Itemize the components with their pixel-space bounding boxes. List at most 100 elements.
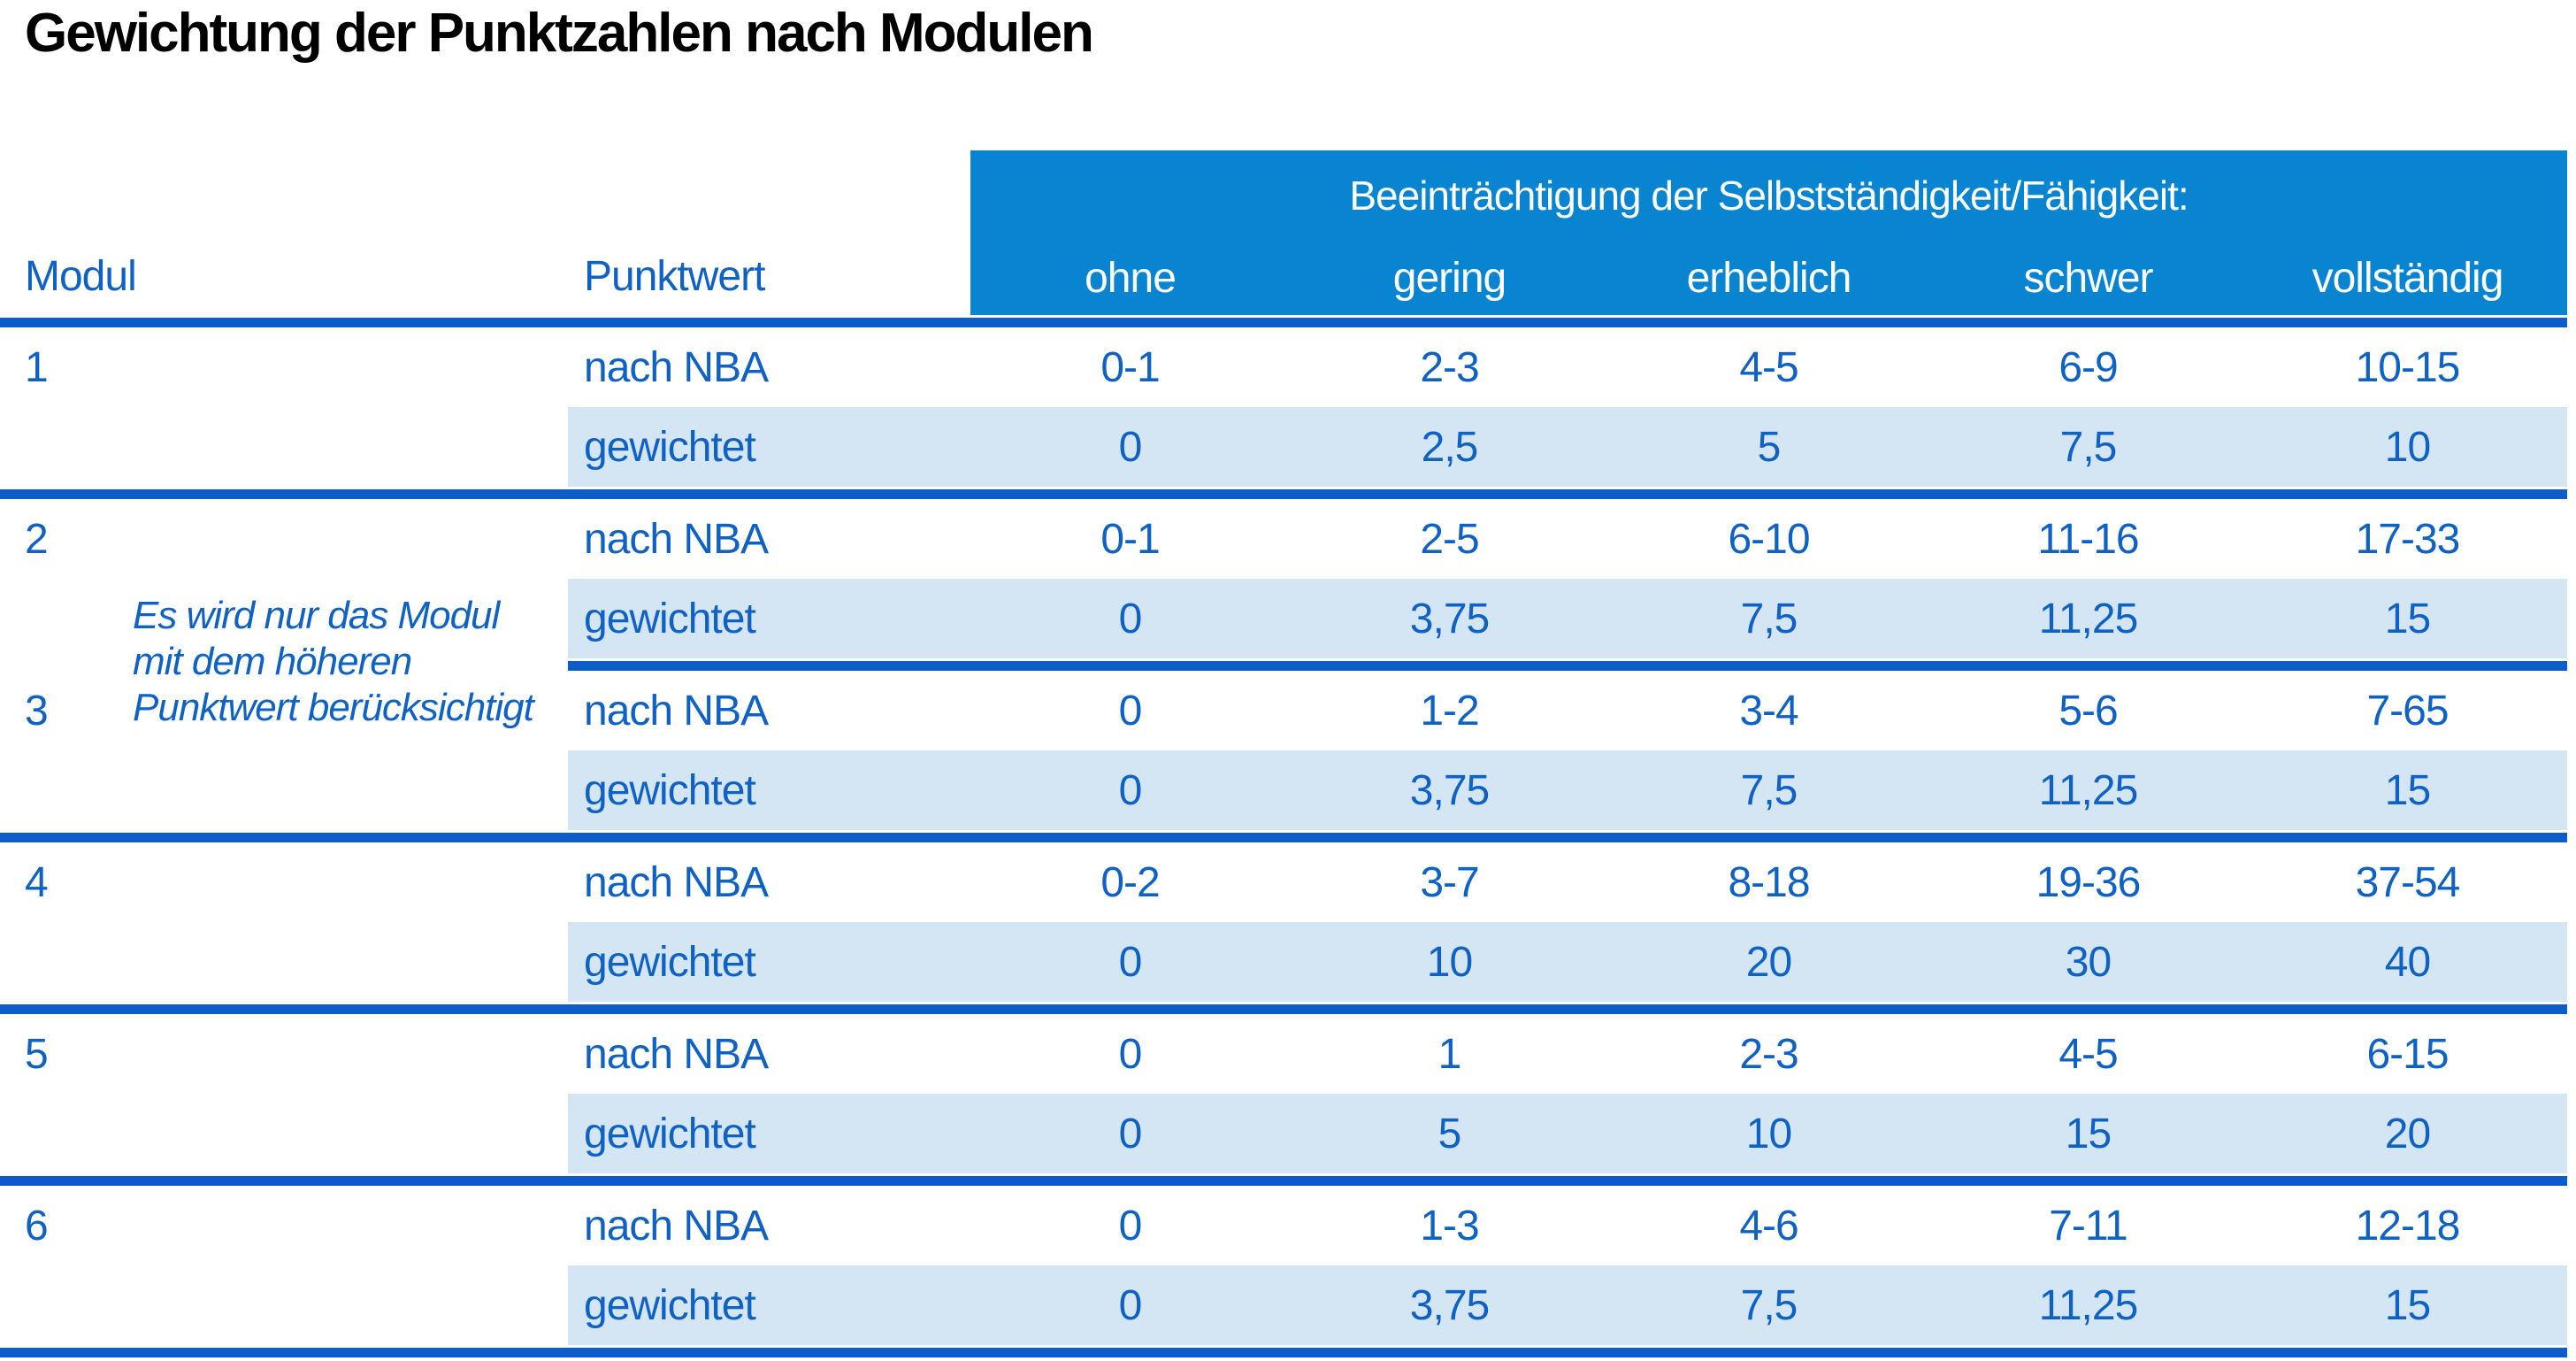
cell-value: 5-6 <box>2058 687 2118 734</box>
module-separator-line <box>0 1004 2567 1014</box>
module-number: 6 <box>25 1202 49 1250</box>
cell-value: 1-2 <box>1420 687 1479 734</box>
cell-value: 0 <box>1118 938 1143 986</box>
cell-value: 3,75 <box>1409 766 1490 814</box>
cell-value: 15 <box>2065 1110 2112 1157</box>
module-number: 1 <box>25 343 49 391</box>
cell-value: 11,25 <box>2038 1281 2139 1329</box>
row-label-nba: nach NBA <box>584 515 769 563</box>
table-row-module1-nba: 1 nach NBA 0-1 2-3 4-5 6-9 10-15 <box>0 327 2567 407</box>
higher-score-note: Es wird nur das Modul mit dem höheren Pu… <box>133 593 534 731</box>
column-header-ohne: ohne <box>1085 255 1177 302</box>
row-label-weighted: gewichtet <box>584 1281 756 1329</box>
impairment-header-band: Beeinträchtigung der Selbstständigkeit/F… <box>970 150 2567 315</box>
impairment-level-labels: ohne gering erheblich schwer vollständig <box>970 254 2567 303</box>
cell-value: 11,25 <box>2038 766 2139 814</box>
cell-value: 0 <box>1118 687 1143 734</box>
cell-value: 0 <box>1118 595 1143 642</box>
cell-value: 6-10 <box>1728 515 1810 563</box>
cell-value: 0-1 <box>1100 343 1160 391</box>
module-separator-line <box>0 489 2567 499</box>
cell-value: 19-36 <box>2036 858 2142 906</box>
row-label-weighted: gewichtet <box>584 1110 756 1157</box>
cell-value: 11-16 <box>2037 515 2139 563</box>
table-row-module5-weighted: gewichtet 0 5 10 15 20 <box>0 1094 2567 1173</box>
table-row-module6-nba: 6 nach NBA 0 1-3 4-6 7-11 12-18 <box>0 1186 2567 1265</box>
table-row-module4-nba: 4 nach NBA 0-2 3-7 8-18 19-36 37-54 <box>0 842 2567 922</box>
cell-value: 0 <box>1118 766 1143 814</box>
row-label-weighted: gewichtet <box>584 595 756 642</box>
module-number: 2 <box>25 515 49 563</box>
row-label-nba: nach NBA <box>584 1202 769 1250</box>
module-number: 4 <box>25 858 49 906</box>
column-header-gering: gering <box>1392 255 1506 302</box>
cell-value: 0 <box>1118 1030 1143 1078</box>
cell-value: 7,5 <box>1740 1281 1798 1329</box>
cell-value: 15 <box>2384 766 2431 814</box>
note-line: Es wird nur das Modul <box>133 594 500 637</box>
weighting-table: Modul Punktwert Beeinträchtigung der Sel… <box>0 150 2567 1357</box>
table-row-module1-weighted: gewichtet 0 2,5 5 7,5 10 <box>0 407 2567 487</box>
impairment-group-header: Beeinträchtigung der Selbstständigkeit/F… <box>1349 173 2189 219</box>
table-row-module4-weighted: gewichtet 0 10 20 30 40 <box>0 922 2567 1002</box>
cell-value: 2,5 <box>1421 423 1479 471</box>
cell-value: 10-15 <box>2355 343 2461 391</box>
cell-value: 10 <box>1745 1110 1792 1157</box>
cell-value: 20 <box>1745 938 1792 986</box>
row-label-weighted: gewichtet <box>584 766 756 814</box>
cell-value: 2-3 <box>1420 343 1479 391</box>
cell-value: 7-65 <box>2366 687 2449 734</box>
column-header-vollstaendig: vollständig <box>2312 255 2504 302</box>
cell-value: 0 <box>1118 1281 1143 1329</box>
page-title: Gewichtung der Punktzahlen nach Modulen <box>25 3 1094 64</box>
cell-value: 40 <box>2384 938 2431 986</box>
cell-value: 12-18 <box>2355 1202 2461 1250</box>
cell-value: 1-3 <box>1420 1202 1479 1250</box>
cell-value: 10 <box>1426 938 1473 986</box>
cell-value: 37-54 <box>2355 858 2461 906</box>
cell-value: 0-2 <box>1100 858 1160 906</box>
column-header-modul: Modul <box>25 253 137 300</box>
cell-value: 8-18 <box>1728 858 1810 906</box>
module-separator-line-partial <box>568 661 2567 671</box>
table-header-row: Modul Punktwert Beeinträchtigung der Sel… <box>0 150 2567 315</box>
cell-value: 3,75 <box>1409 595 1490 642</box>
column-header-punktwert: Punktwert <box>584 253 765 300</box>
note-line: mit dem höheren <box>133 640 412 683</box>
cell-value: 0 <box>1118 1110 1143 1157</box>
row-label-nba: nach NBA <box>584 1030 769 1078</box>
row-label-nba: nach NBA <box>584 687 769 734</box>
table-row-module3-weighted: gewichtet 0 3,75 7,5 11,25 15 <box>0 750 2567 830</box>
cell-value: 11,25 <box>2038 595 2139 642</box>
table-bottom-line <box>0 1348 2567 1357</box>
cell-value: 7,5 <box>2059 423 2118 471</box>
cell-value: 7-11 <box>2049 1202 2128 1250</box>
cell-value: 7,5 <box>1740 595 1798 642</box>
cell-value: 4-5 <box>1739 343 1798 391</box>
module-separator-line <box>0 833 2567 842</box>
cell-value: 4-6 <box>1739 1202 1798 1250</box>
cell-value: 5 <box>1438 1110 1462 1157</box>
cell-value: 17-33 <box>2355 515 2461 563</box>
cell-value: 5 <box>1757 423 1782 471</box>
module-separator-line <box>0 1176 2567 1186</box>
cell-value: 4-5 <box>2058 1030 2118 1078</box>
row-label-weighted: gewichtet <box>584 423 756 471</box>
cell-value: 3-4 <box>1739 687 1798 734</box>
cell-value: 6-15 <box>2366 1030 2449 1078</box>
cell-value: 20 <box>2384 1110 2431 1157</box>
cell-value: 0 <box>1118 1202 1143 1250</box>
note-line: Punktwert berücksichtigt <box>133 686 534 729</box>
module-number: 3 <box>25 687 49 734</box>
row-label-nba: nach NBA <box>584 343 769 391</box>
cell-value: 1 <box>1438 1030 1462 1078</box>
cell-value: 6-9 <box>2058 343 2118 391</box>
cell-value: 30 <box>2065 938 2112 986</box>
cell-value: 3,75 <box>1409 1281 1490 1329</box>
column-header-erheblich: erheblich <box>1686 255 1852 302</box>
cell-value: 15 <box>2384 1281 2431 1329</box>
cell-value: 7,5 <box>1740 766 1798 814</box>
module-number: 5 <box>25 1030 49 1078</box>
cell-value: 15 <box>2384 595 2431 642</box>
table-row-module2-weighted: gewichtet 0 3,75 7,5 11,25 15 <box>0 579 2567 658</box>
